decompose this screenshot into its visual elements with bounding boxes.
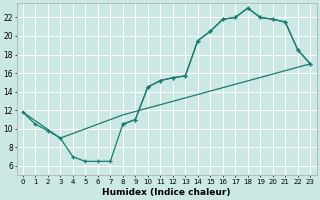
X-axis label: Humidex (Indice chaleur): Humidex (Indice chaleur): [102, 188, 231, 197]
